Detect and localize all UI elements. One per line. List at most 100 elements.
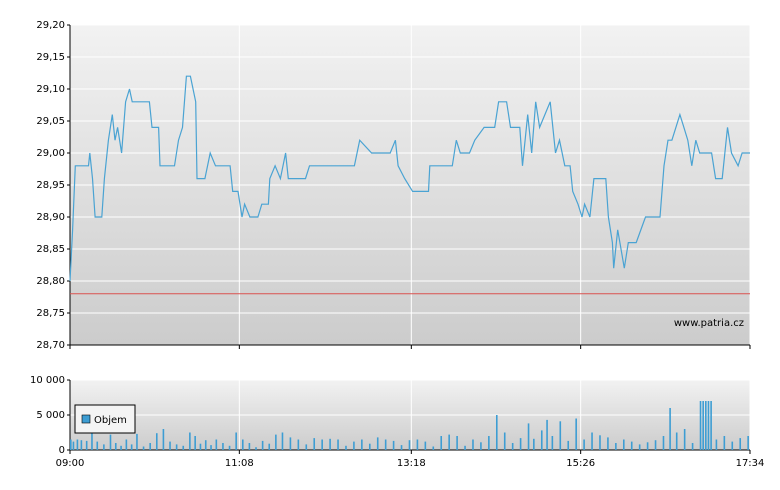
volume-bar [130,444,133,450]
x-tick-label: 13:18 [397,458,426,469]
volume-bar [384,439,387,450]
y-tick-label: 29,20 [36,20,65,31]
volume-bar [464,445,466,450]
volume-bar [615,443,617,450]
volume-bar [361,439,363,450]
volume-bar [607,437,609,450]
y-tick-label: 28,75 [36,308,65,319]
volume-bar [392,440,395,450]
volume-bar [646,442,649,450]
volume-bar [222,443,224,450]
volume-bar [241,439,244,450]
volume-bar [72,441,75,450]
y-tick-label: 29,15 [36,52,65,63]
volume-bar [162,429,165,450]
y-tick-label: 29,05 [36,116,65,127]
volume-bar [155,433,158,450]
volume-bar [691,443,694,450]
volume-bar [136,433,138,450]
volume-bar [472,439,474,450]
y-tick-label: 29,10 [36,84,65,95]
volume-bar [591,432,593,450]
volume-bar [345,445,347,450]
x-tick-label: 15:26 [566,458,595,469]
volume-bar [255,447,257,450]
legend-label: Objem [94,415,127,426]
volume-bar [204,440,207,450]
volume-bar [275,434,277,450]
volume-bar [705,401,707,450]
volume-bar [699,401,702,450]
volume-bar [495,415,498,450]
volume-bar [215,439,218,450]
volume-bar [622,439,625,450]
volume-bar [432,446,435,450]
volume-bar [248,443,251,450]
volume-bar [546,419,548,450]
y-tick-label: 0 [59,445,65,456]
volume-bar [76,439,79,450]
volume-bar [456,436,458,450]
volume-bar [109,434,112,450]
volume-bar [675,432,678,450]
volume-bar [683,429,686,450]
volume-bar [540,430,543,450]
volume-bar [96,441,99,450]
volume-bar [715,439,718,450]
volume-bar [747,436,749,450]
volume-bar [368,443,371,450]
volume-bar [235,432,237,450]
volume-bar [85,440,88,450]
x-tick-label: 17:34 [736,458,765,469]
volume-bar [424,441,427,450]
volume-bar [559,421,562,450]
volume-bar [313,438,316,450]
volume-bar [480,442,482,450]
volume-bar [169,441,171,450]
volume-bar [630,441,633,450]
volume-bar [103,444,105,450]
y-tick-label: 28,90 [36,212,65,223]
watermark: www.patria.cz [674,318,744,329]
volume-bar [120,445,122,450]
volume-bar [289,437,292,450]
volume-bar [567,440,570,450]
volume-bar [337,439,339,450]
volume-bar [723,436,726,450]
volume-bar [175,444,178,450]
volume-bar [189,432,191,450]
volume-bar [654,440,657,450]
volume-bar [194,436,196,450]
volume-bar [70,439,72,450]
volume-bar [448,434,450,450]
y-tick-label: 29,00 [36,148,65,159]
y-tick-label: 28,70 [36,340,65,351]
price-line [69,75,750,282]
volume-bar [707,401,710,450]
volume-bar [80,440,83,450]
volume-bar [297,439,300,450]
volume-bar [503,432,506,450]
volume-bar [527,423,530,450]
y-tick-label: 28,85 [36,244,65,255]
volume-bar [268,443,271,450]
y-tick-label: 10 000 [30,375,65,386]
volume-bar [329,438,331,450]
volume-bar [519,438,522,450]
legend-swatch [81,414,91,424]
volume-bar [281,432,284,450]
volume-bar [638,444,641,450]
volume-bar [182,445,185,450]
y-tick-label: 28,95 [36,180,65,191]
volume-bar [228,445,231,450]
x-tick-label: 11:08 [225,458,254,469]
volume-bar [408,440,411,450]
volume-bar [583,439,585,450]
volume-bar [125,439,128,450]
volume-bar [662,436,665,450]
volume-bar [440,436,443,450]
x-tick-label: 09:00 [56,458,85,469]
volume-bar [416,439,419,450]
volume-bar [551,436,554,450]
